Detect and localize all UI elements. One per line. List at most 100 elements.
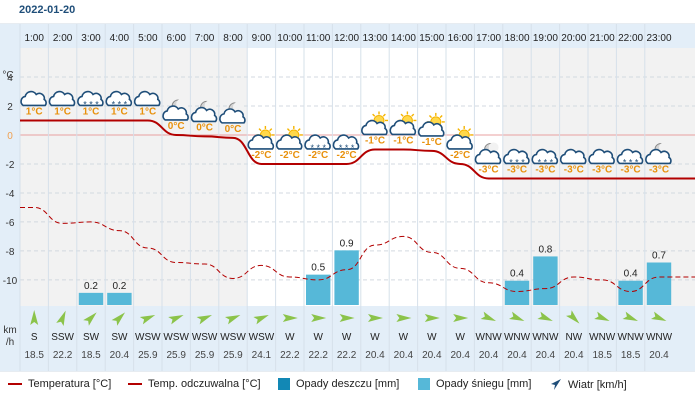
partly-cloudy-night-icon bbox=[219, 101, 246, 124]
snowflake: * bbox=[89, 99, 93, 109]
temperature-label: -3°C bbox=[535, 164, 555, 175]
wind-speed-label: 25.9 bbox=[138, 350, 158, 361]
precipitation-bars: 0.2 0.2 0.5 0.9 0.4 0.8 0.4 0.7 bbox=[78, 238, 672, 305]
partly-cloudy-night-icon bbox=[474, 142, 502, 165]
moon-cut bbox=[176, 98, 187, 109]
weather-icons: * * * * * ** * * * * ** * * * * * * * * bbox=[20, 90, 672, 167]
partly-sunny-icon bbox=[247, 125, 275, 150]
wind-arrow-shape bbox=[651, 311, 667, 322]
wind-arrow-shape bbox=[509, 311, 525, 322]
sun-ray bbox=[269, 128, 273, 132]
partly-cloudy-night-icon bbox=[645, 142, 672, 165]
snow-bar bbox=[646, 262, 672, 305]
cloud-shape bbox=[588, 148, 615, 165]
temperature-label: -3°C bbox=[621, 164, 641, 175]
hour-label: 2:00 bbox=[53, 33, 73, 44]
hour-label: 19:00 bbox=[533, 33, 558, 44]
wind-direction-label: WSW bbox=[163, 332, 189, 343]
temperature-label: -1°C bbox=[422, 137, 442, 148]
wind-unit-h: /h bbox=[6, 337, 14, 348]
hour-label: 1:00 bbox=[24, 33, 44, 44]
partly-cloudy-night-icon bbox=[162, 98, 189, 121]
moon-cut bbox=[204, 100, 215, 111]
partly-sunny-icon bbox=[389, 111, 417, 136]
cloud-snow-icon: * * * bbox=[531, 148, 559, 167]
wind-direction-label: NW bbox=[565, 332, 582, 343]
wind-speed-label: 25.9 bbox=[223, 350, 243, 361]
partly-sunny-icon bbox=[275, 125, 303, 150]
hour-labels: 1:00 2:00 3:00 4:00 5:00 6:00 7:00 8:00 9:00 10:0… bbox=[24, 33, 671, 44]
temperature-lines bbox=[20, 119, 695, 293]
forecast-date: 2022-01-20 bbox=[19, 4, 76, 16]
hour-label: 8:00 bbox=[223, 33, 243, 44]
hour-label: 14:00 bbox=[391, 33, 416, 44]
legend-solid-line-swatch bbox=[8, 383, 22, 385]
hour-label: 6:00 bbox=[166, 33, 186, 44]
wind-arrow-shape bbox=[111, 312, 126, 326]
cloud-snow-icon: * * * bbox=[503, 148, 530, 167]
wind-arrow-icon bbox=[339, 314, 355, 322]
temperature-label: 1°C bbox=[111, 106, 128, 117]
cloud-shape bbox=[531, 148, 559, 165]
wind-direction-label: WNW bbox=[646, 332, 673, 343]
wind-speed-label: 25.9 bbox=[195, 350, 215, 361]
sun-ray bbox=[372, 113, 376, 117]
hour-label: 23:00 bbox=[646, 33, 671, 44]
temperature-label: -3°C bbox=[507, 164, 527, 175]
wind-arrow-icon bbox=[168, 314, 184, 325]
y-tick-label: -2 bbox=[6, 160, 15, 171]
left-column bbox=[0, 24, 20, 371]
snowflake: * bbox=[351, 143, 355, 153]
partly-cloudy-night-icon bbox=[190, 100, 218, 123]
cloud-shape bbox=[417, 121, 445, 137]
temperature-label: -2°C bbox=[337, 150, 357, 161]
wind-direction-label: WNW bbox=[532, 332, 559, 343]
temperature-label: -2°C bbox=[251, 150, 271, 161]
snow-bar bbox=[78, 292, 104, 305]
cloud-shape bbox=[503, 148, 530, 165]
wind-arrow-shape bbox=[225, 314, 241, 325]
hour-label: 12:00 bbox=[334, 33, 359, 44]
y-tick-label: -10 bbox=[3, 276, 18, 287]
wind-arrow-icon bbox=[566, 310, 580, 324]
wind-direction-label: W bbox=[285, 332, 295, 343]
cloud-shape bbox=[645, 148, 672, 165]
y-unit-label: °C bbox=[2, 70, 13, 81]
hour-label: 17:00 bbox=[476, 33, 501, 44]
cloud-shape bbox=[474, 148, 502, 165]
cloud-shape bbox=[105, 90, 133, 107]
partly-sunny-icon bbox=[417, 112, 445, 137]
wind-speed-label: 22.2 bbox=[308, 350, 328, 361]
cloud-shape bbox=[219, 108, 246, 124]
snowflake: * bbox=[322, 143, 326, 153]
wind-speed-label: 20.4 bbox=[536, 350, 556, 361]
wind-direction-label: W bbox=[313, 332, 323, 343]
wind-arrow-icon bbox=[537, 311, 553, 322]
wind-direction-label: WNW bbox=[504, 332, 531, 343]
wind-direction-label: WSW bbox=[192, 332, 218, 343]
snowflake: * bbox=[83, 99, 87, 109]
wind-arrow-shape bbox=[480, 311, 496, 322]
legend-snow: Opady śniegu [mm] bbox=[418, 378, 531, 390]
wind-speed-label: 24.1 bbox=[252, 350, 272, 361]
wind-arrow-icon bbox=[253, 314, 269, 325]
temperature-label: 0°C bbox=[168, 121, 185, 132]
wind-arrow-shape bbox=[30, 310, 39, 325]
wind-speed-label: 25.9 bbox=[166, 350, 186, 361]
y-tick-label: -8 bbox=[6, 247, 15, 258]
wind-arrow-shape bbox=[56, 310, 66, 326]
cloud-shape bbox=[332, 134, 360, 150]
hour-label: 13:00 bbox=[362, 33, 387, 44]
y-tick-label: 4 bbox=[7, 73, 13, 84]
wind-arrow-shape bbox=[368, 314, 383, 322]
wind-arrow-shape bbox=[622, 311, 638, 322]
wind-arrow-shape bbox=[311, 314, 327, 322]
wind-arrow-shape bbox=[139, 314, 156, 325]
wind-band bbox=[20, 306, 695, 371]
sun-ray bbox=[400, 113, 404, 117]
wind-arrow-icon bbox=[368, 314, 383, 322]
wind-speed-label: 18.5 bbox=[592, 350, 612, 361]
wind-arrow-shape bbox=[396, 314, 412, 322]
wind-arrow-shape bbox=[83, 312, 97, 326]
wind-direction-label: WNW bbox=[589, 332, 616, 343]
